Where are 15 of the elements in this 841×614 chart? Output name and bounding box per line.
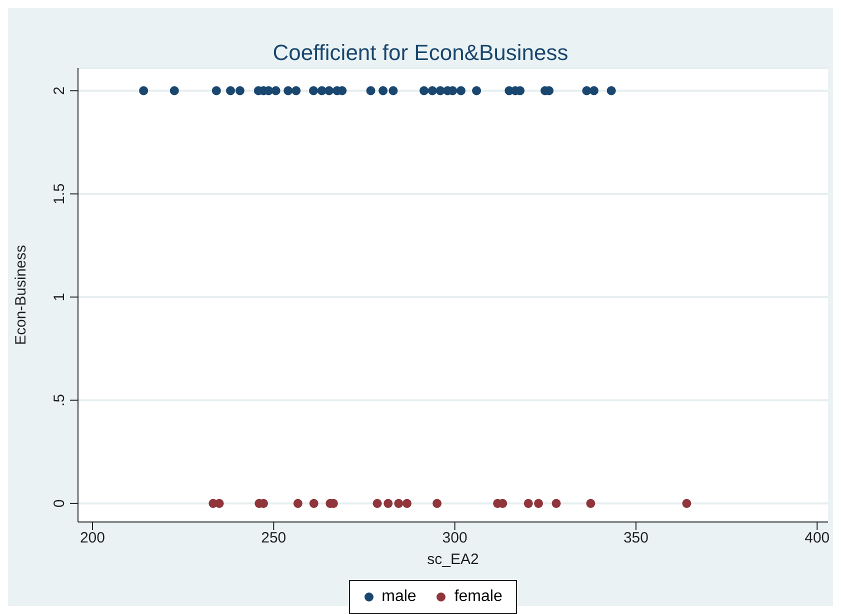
y-axis-title: Econ-Business [12,244,30,346]
y-tick-label: 2 [51,86,68,95]
x-tick-label: 300 [442,530,468,547]
legend-label: female [453,588,502,606]
y-tick-label: 1 [51,292,68,302]
x-tick-label: 350 [623,530,648,547]
y-tick-label: 0 [51,499,68,508]
x-tick-label: 200 [80,530,106,547]
legend-label: male [380,588,416,606]
y-tick-label: .5 [51,394,68,407]
y-tick-label: 1.5 [51,183,68,204]
x-axis-title: sc_EA2 [427,551,479,568]
chart-title: Coefficient for Econ&Business [272,39,570,65]
x-tick-label: 250 [261,530,286,547]
x-tick-label: 400 [804,530,830,547]
